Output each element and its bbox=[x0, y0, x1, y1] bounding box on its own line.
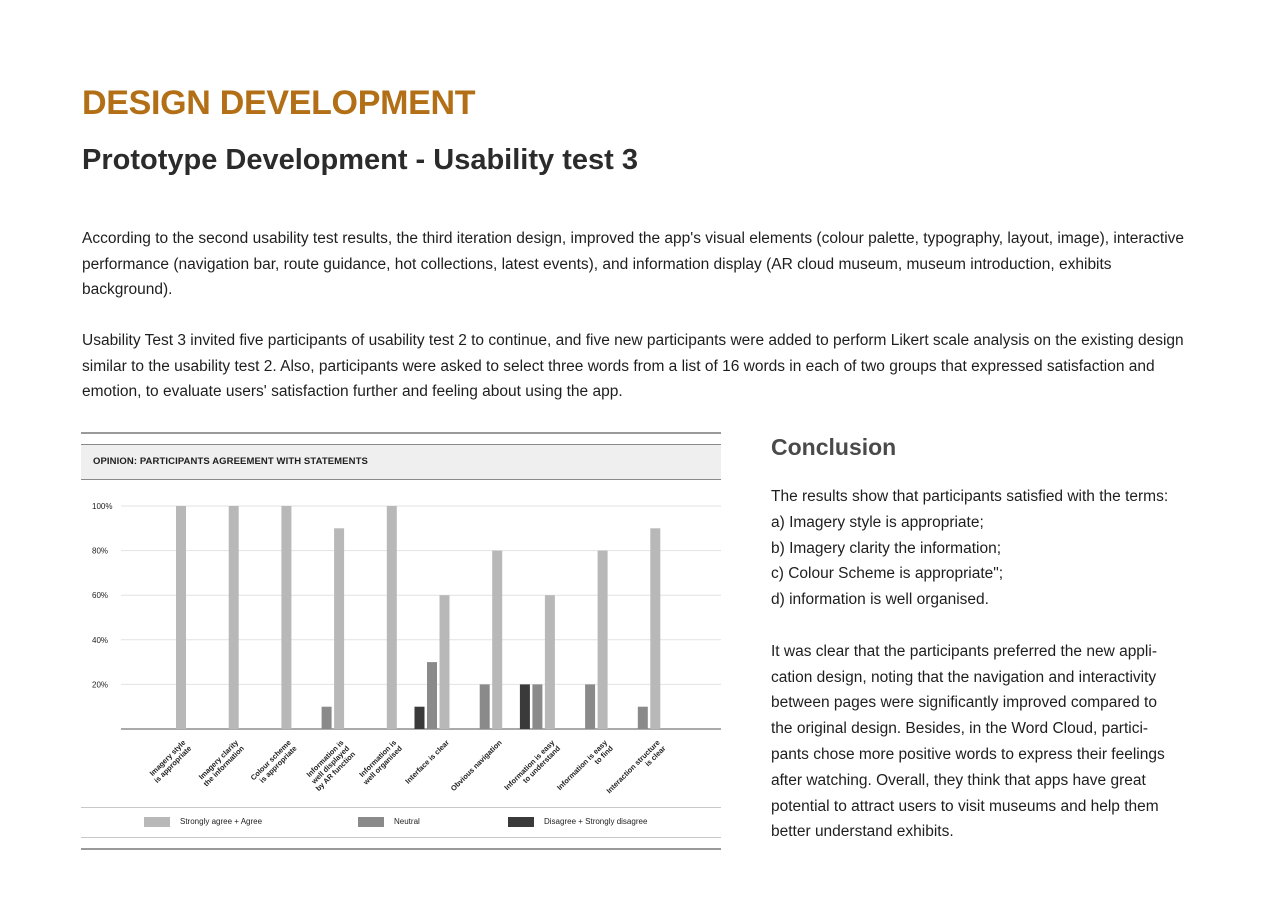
y-tick-label: 60% bbox=[92, 591, 108, 600]
bar bbox=[585, 684, 596, 729]
bar bbox=[386, 506, 397, 729]
x-tick-label-line: Information is easy bbox=[502, 737, 557, 792]
y-tick-label: 40% bbox=[92, 636, 108, 645]
legend-label-neutral: Neutral bbox=[394, 817, 420, 826]
conclusion-line: It was clear that the participants prefe… bbox=[771, 642, 1157, 660]
x-tick-label: Obvious navigation bbox=[449, 738, 504, 793]
bar bbox=[334, 528, 345, 729]
legend-label-disagree: Disagree + Strongly disagree bbox=[544, 817, 648, 826]
chart-header: OPINION: PARTICIPANTS AGREEMENT WITH STA… bbox=[81, 444, 721, 480]
y-tick-label: 80% bbox=[92, 547, 108, 556]
x-tick-label-line: Interface is clear bbox=[403, 738, 451, 786]
bar bbox=[414, 706, 425, 729]
legend-swatch-neutral bbox=[358, 817, 384, 827]
conclusion-line: b) Imagery clarity the information; bbox=[771, 539, 1002, 557]
bar bbox=[637, 706, 648, 729]
legend-label-agree: Strongly agree + Agree bbox=[180, 817, 263, 826]
conclusion-line: better understand exhibits. bbox=[771, 823, 954, 841]
legend-swatch-disagree bbox=[508, 817, 534, 827]
bar bbox=[427, 662, 437, 729]
intro-paragraph-1: According to the second usability test r… bbox=[82, 230, 1185, 298]
bar bbox=[519, 684, 530, 729]
conclusion-line: after watching. Overall, they think that… bbox=[771, 771, 1146, 789]
conclusion-body: The results show that participants satis… bbox=[771, 484, 1196, 845]
conclusion-line: the original design. Besides, in the Wor… bbox=[771, 720, 1149, 738]
bar bbox=[439, 595, 450, 729]
agreement-chart: OPINION: PARTICIPANTS AGREEMENT WITH STA… bbox=[81, 432, 721, 852]
section-title: DESIGN DEVELOPMENT bbox=[82, 84, 476, 122]
legend-swatch-agree bbox=[144, 817, 170, 827]
bar bbox=[650, 528, 661, 729]
conclusion-line: potential to attract users to visit muse… bbox=[771, 797, 1159, 815]
conclusion-line: The results show that participants satis… bbox=[771, 488, 1169, 505]
conclusion-title: Conclusion bbox=[771, 434, 897, 460]
intro-paragraph-2: Usability Test 3 invited five participan… bbox=[82, 332, 1184, 400]
paragraph-gap bbox=[771, 613, 1196, 639]
bar bbox=[281, 506, 292, 729]
bar bbox=[597, 550, 608, 729]
chart-top-rule bbox=[81, 432, 721, 434]
conclusion-line: d) information is well organised. bbox=[771, 591, 989, 609]
chart-bottom-rule bbox=[81, 848, 721, 850]
bar bbox=[492, 550, 503, 729]
conclusion-line: cation design, noting that the navigatio… bbox=[771, 668, 1157, 686]
y-tick-label: 100% bbox=[92, 502, 112, 511]
bar bbox=[321, 706, 332, 729]
page-title: Prototype Development - Usability test 3 bbox=[82, 144, 638, 176]
x-tick-label: Interface is clear bbox=[403, 738, 451, 786]
legend-bottom-rule bbox=[81, 837, 721, 838]
y-tick-label: 20% bbox=[92, 680, 108, 689]
x-tick-label-line: Information is easy bbox=[555, 737, 610, 792]
legend-top-rule bbox=[81, 807, 721, 808]
conclusion-line: c) Colour Scheme is appropriate"; bbox=[771, 565, 1004, 583]
bar bbox=[544, 595, 555, 729]
bar bbox=[228, 506, 239, 729]
x-tick-label-line: Interaction structure bbox=[605, 738, 662, 795]
chart-title: OPINION: PARTICIPANTS AGREEMENT WITH STA… bbox=[93, 456, 368, 467]
bar bbox=[479, 684, 490, 729]
bar bbox=[532, 684, 543, 729]
conclusion-line: between pages were significantly improve… bbox=[771, 694, 1157, 712]
bar bbox=[176, 506, 186, 729]
conclusion-line: pants chose more positive words to expre… bbox=[771, 745, 1165, 763]
x-tick-label-line: Obvious navigation bbox=[449, 738, 504, 793]
conclusion-line: a) Imagery style is appropriate; bbox=[771, 513, 984, 531]
